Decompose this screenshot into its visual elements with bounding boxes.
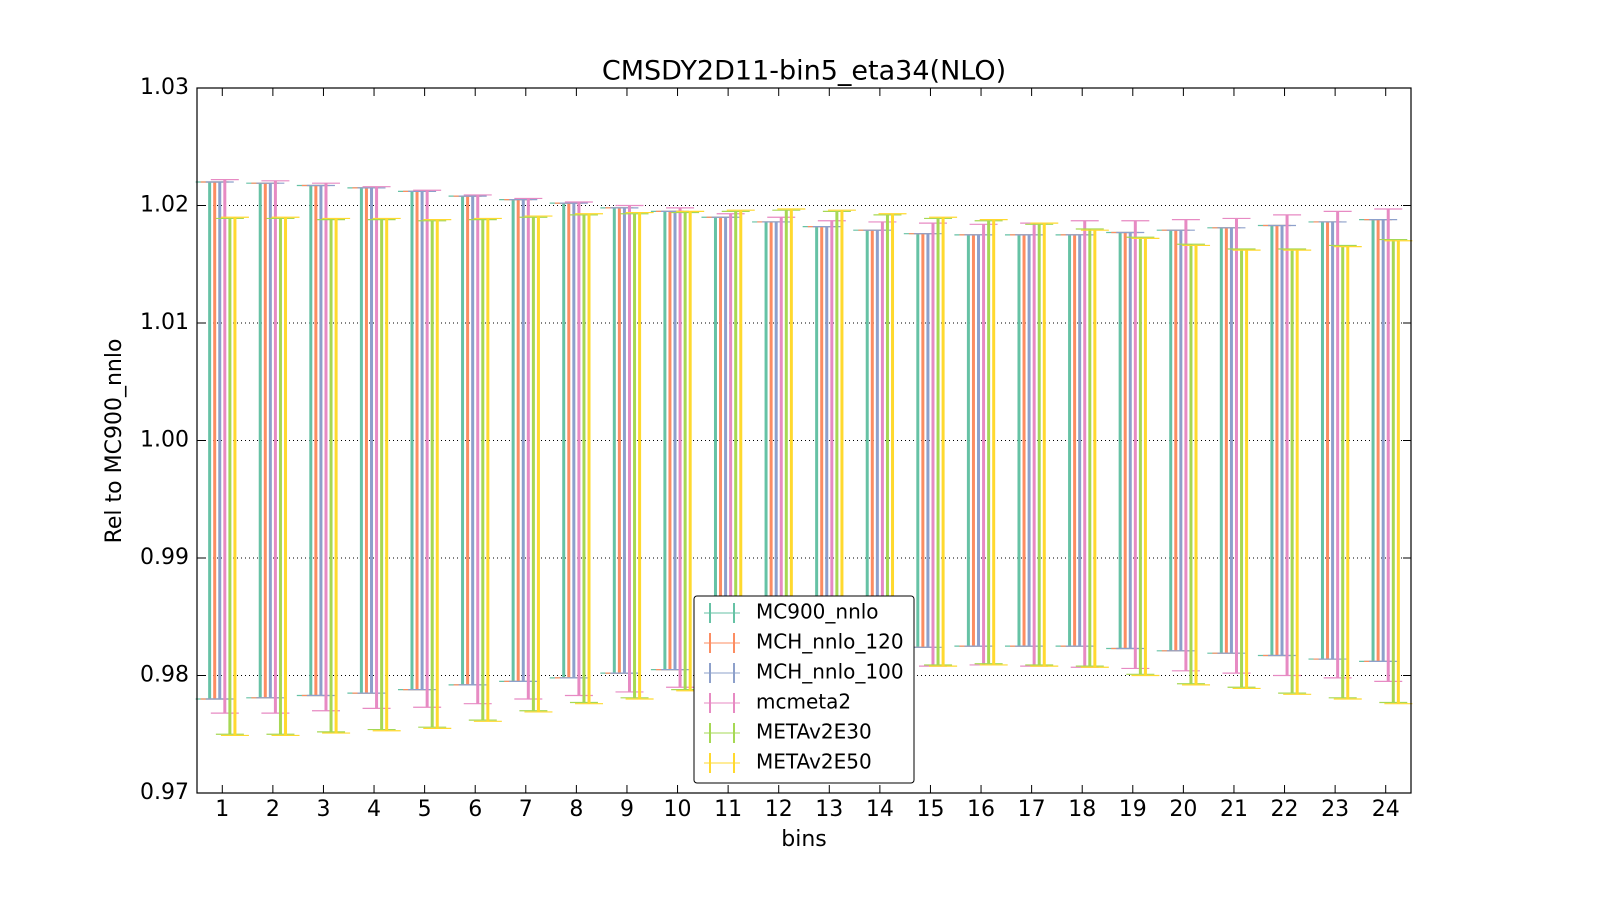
legend: MC900_nnlo MCH_nnlo_120 MCH_nnlo_100mcmeta… — [693, 595, 915, 784]
y-axis-label: Rel to MC900_nnlo — [102, 339, 127, 544]
legend-label: MCH_nnlo_120 — [756, 630, 904, 654]
x-tick-label: 6 — [468, 797, 482, 822]
legend-box — [693, 595, 915, 784]
y-tick-label: 0.98 — [140, 663, 189, 688]
x-tick-label: 1 — [215, 797, 229, 822]
plot-frame — [196, 87, 1412, 794]
legend-label: METAv2E50 — [756, 750, 872, 774]
x-tick-label: 12 — [765, 797, 793, 822]
x-tick-label: 11 — [714, 797, 742, 822]
x-tick-label: 7 — [519, 797, 533, 822]
x-tick-label: 3 — [316, 797, 330, 822]
y-tick-label: 1.00 — [140, 428, 189, 453]
x-tick-label: 14 — [866, 797, 894, 822]
legend-label: MCH_nnlo_100 — [756, 660, 904, 684]
x-tick-label: 23 — [1321, 797, 1349, 822]
x-tick-label: 17 — [1018, 797, 1046, 822]
x-tick-label: 18 — [1068, 797, 1096, 822]
y-tick-label: 1.03 — [140, 75, 189, 100]
x-tick-label: 9 — [620, 797, 634, 822]
x-tick-label: 21 — [1220, 797, 1248, 822]
y-tick-label: 1.02 — [140, 193, 189, 218]
x-tick-label: 2 — [266, 797, 280, 822]
x-tick-label: 24 — [1372, 797, 1400, 822]
chart-title: CMSDY2D11-bin5_eta34(NLO) — [602, 56, 1006, 87]
x-tick-label: 19 — [1119, 797, 1147, 822]
x-tick-label: 22 — [1271, 797, 1299, 822]
x-tick-label: 16 — [967, 797, 995, 822]
legend-label: mcmeta2 — [756, 690, 851, 714]
x-tick-label: 13 — [815, 797, 843, 822]
x-tick-label: 10 — [664, 797, 692, 822]
x-tick-label: 5 — [418, 797, 432, 822]
x-tick-label: 4 — [367, 797, 381, 822]
y-tick-label: 0.99 — [140, 545, 189, 570]
y-tick-label: 1.01 — [140, 310, 189, 335]
x-tick-label: 20 — [1169, 797, 1197, 822]
x-tick-label: 15 — [916, 797, 944, 822]
x-axis-label: bins — [781, 827, 826, 852]
legend-label: MC900_nnlo — [756, 600, 879, 624]
x-tick-label: 8 — [569, 797, 583, 822]
legend-label: METAv2E30 — [756, 720, 872, 744]
y-tick-label: 0.97 — [140, 780, 189, 805]
